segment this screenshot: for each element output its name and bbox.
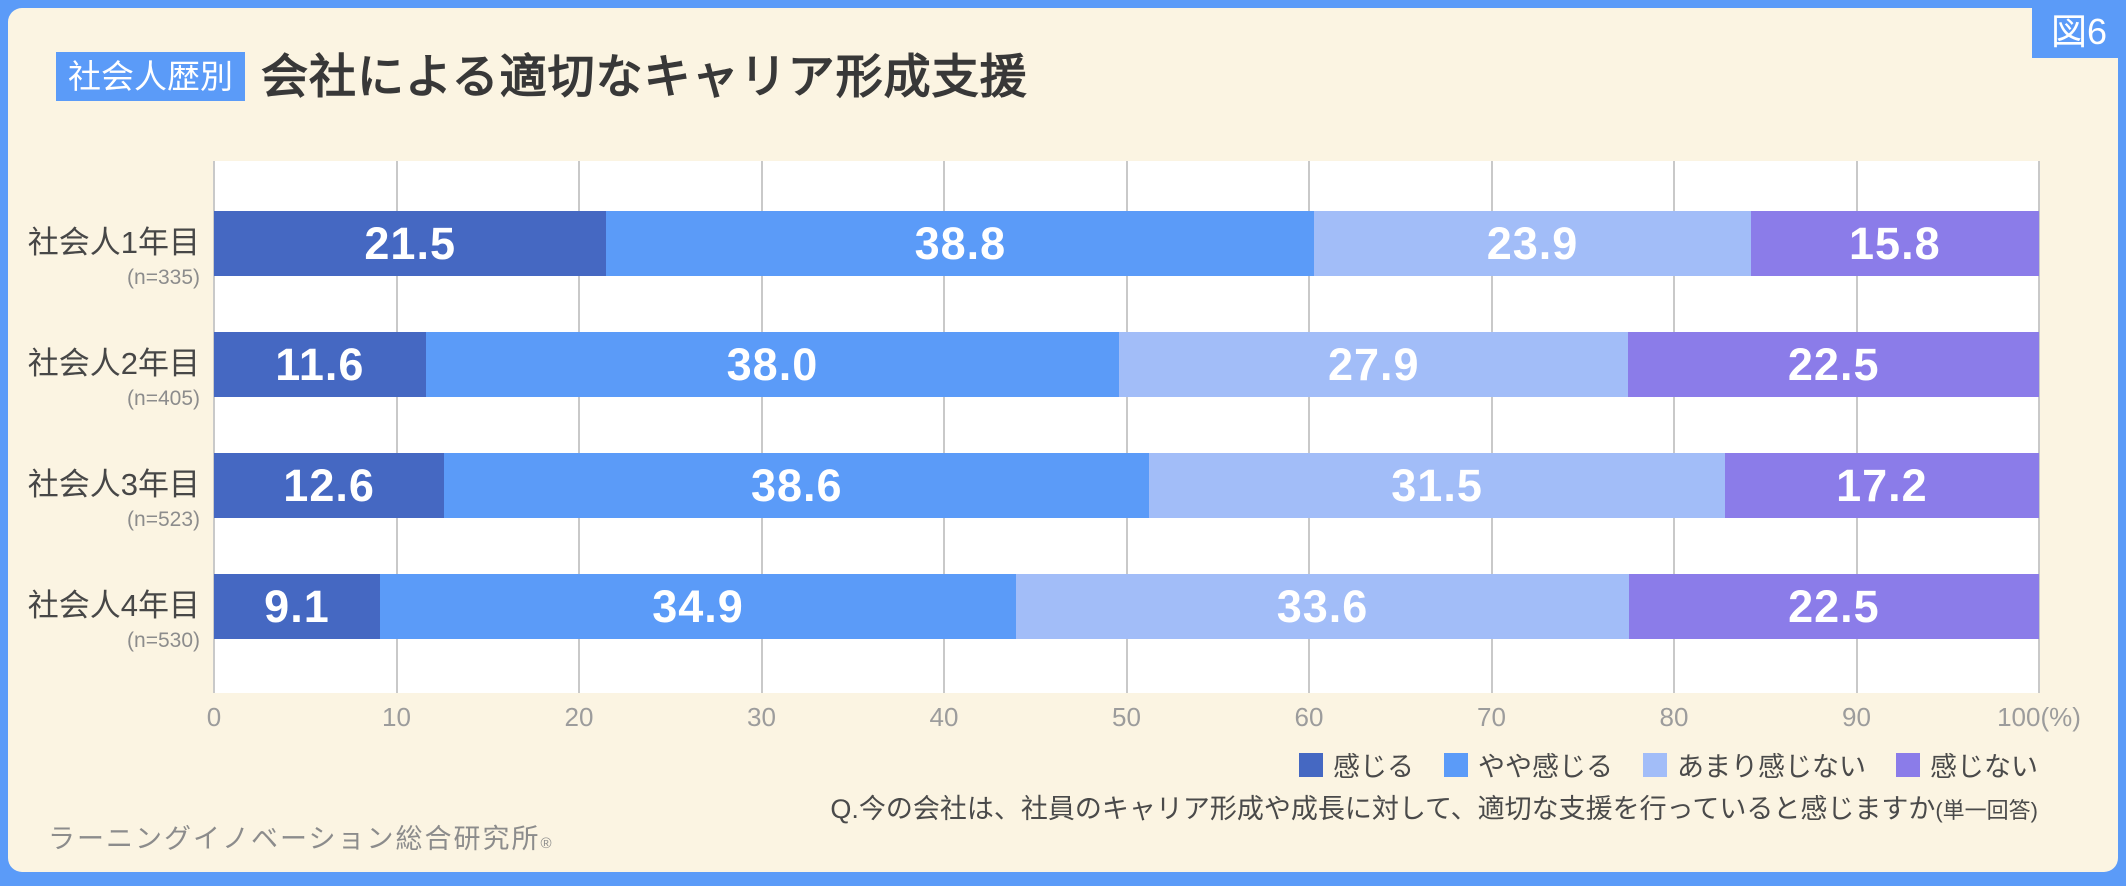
legend-item: やや感じる — [1444, 745, 1613, 784]
legend-label: 感じる — [1333, 752, 1414, 782]
chart-header: 社会人歴別 会社による適切なキャリア形成支援 — [56, 52, 1028, 101]
bar-segment: 38.8 — [606, 211, 1315, 276]
x-tick-label: 70 — [1477, 702, 1506, 732]
gridline — [1490, 161, 1493, 693]
bar-value-label: 17.2 — [1836, 459, 1928, 511]
category-label: 社会人1年目 (n=335) — [28, 222, 200, 291]
legend-swatch — [1896, 752, 1920, 777]
bar-value-label: 38.0 — [726, 338, 819, 390]
x-axis-ticks: 0 10 20 30 40 50 60 70 80 90 100(%) — [207, 702, 2081, 734]
x-tick-label: 30 — [747, 702, 776, 732]
bar-value-label: 22.5 — [1787, 338, 1880, 390]
category-labels: 社会人1年目 (n=335) 社会人2年目 (n=405) 社会人3年目 (n=523) 社… — [8, 161, 200, 693]
gridline — [760, 161, 763, 693]
bar-segment: 23.9 — [1314, 211, 1751, 276]
bar-segment: 17.2 — [1724, 453, 2040, 518]
category-label: 社会人3年目 (n=523) — [28, 464, 200, 533]
category-label: 社会人2年目 (n=405) — [28, 343, 200, 412]
survey-question-text: Q.今の会社は、社員のキャリア形成や成長に対して、適切な支援を行っていると感じま… — [830, 794, 1936, 824]
chart-plot-area: 21.5 38.8 23.9 15.8 11.6 38.0 27.9 22.5 12.6 38.6… — [213, 161, 2040, 693]
legend-item: 感じる — [1299, 745, 1414, 784]
sample-size: (n=530) — [127, 629, 200, 652]
bar-segment: 31.5 — [1149, 453, 1725, 518]
x-tick-label: 20 — [564, 702, 594, 732]
source-name: ラーニングイノベーション総合研究所 — [48, 824, 541, 854]
bar-value-label: 27.9 — [1327, 338, 1420, 390]
bar-segment: 33.6 — [1016, 574, 1629, 639]
bar-segment: 34.9 — [379, 574, 1017, 639]
gridline — [1125, 161, 1128, 693]
survey-question: Q.今の会社は、社員のキャリア形成や成長に対して、適切な支援を行っていると感じま… — [830, 787, 2038, 826]
bar-segment: 38.6 — [444, 453, 1150, 518]
category-label: 社会人4年目 (n=530) — [28, 585, 200, 654]
sample-size: (n=405) — [127, 387, 200, 410]
gridline — [395, 161, 398, 693]
bar-value-label: 34.9 — [652, 580, 744, 632]
bar-segment: 27.9 — [1119, 332, 1629, 397]
bar-row: 12.6 38.6 31.5 17.2 — [214, 453, 2040, 518]
x-tick-label: 90 — [1842, 702, 1871, 732]
x-tick-label: 10 — [382, 702, 411, 732]
source-credit: ラーニングイノベーション総合研究所® — [48, 817, 554, 856]
panel: 社会人歴別 会社による適切なキャリア形成支援 社会人1年目 (n=335) 社会人2… — [8, 8, 2118, 872]
bar-segment: 9.1 — [214, 574, 380, 639]
legend-swatch — [1444, 752, 1468, 777]
category-badge: 社会人歴別 — [56, 52, 245, 101]
legend-label: やや感じる — [1478, 752, 1613, 782]
survey-question-note: (単一回答) — [1935, 798, 2038, 823]
x-tick-label: 40 — [929, 702, 959, 732]
bar-segment: 38.0 — [425, 332, 1120, 397]
legend-swatch — [1299, 752, 1323, 777]
chart-legend: 感じる やや感じる あまり感じない 感じない — [1299, 745, 2038, 784]
sample-size: (n=335) — [127, 266, 200, 289]
registered-trademark-symbol: ® — [540, 835, 554, 852]
bar-value-label: 15.8 — [1849, 217, 1941, 269]
legend-item: あまり感じない — [1643, 745, 1866, 784]
sample-size: (n=523) — [127, 508, 200, 531]
legend-label: あまり感じない — [1677, 752, 1866, 782]
bar-segment: 11.6 — [214, 332, 426, 397]
gridline — [1855, 161, 1858, 693]
gridline — [943, 161, 945, 693]
gridline — [1673, 161, 1675, 693]
bar-value-label: 9.1 — [264, 580, 330, 632]
bar-value-label: 38.6 — [750, 459, 843, 511]
legend-item: 感じない — [1896, 745, 2038, 784]
figure-number-tag: 図6 — [2032, 0, 2126, 58]
gridline — [213, 161, 215, 693]
bar-value-label: 12.6 — [283, 459, 375, 511]
legend-swatch — [1643, 752, 1667, 777]
bar-segment: 22.5 — [1628, 332, 2039, 397]
legend-label: 感じない — [1930, 752, 2038, 782]
x-tick-label: 60 — [1294, 702, 1324, 732]
bar-value-label: 31.5 — [1391, 459, 1483, 511]
bar-segment: 21.5 — [214, 211, 607, 276]
category-name: 社会人2年目 — [27, 346, 200, 381]
bar-row: 21.5 38.8 23.9 15.8 — [214, 211, 2039, 276]
gridline — [578, 161, 580, 693]
x-tick-label: 80 — [1659, 702, 1689, 732]
x-tick-label: 50 — [1112, 702, 1141, 732]
bar-segment: 12.6 — [214, 453, 445, 518]
bar-segment: 15.8 — [1750, 211, 2039, 276]
bar-value-label: 22.5 — [1788, 580, 1880, 632]
gridline — [1308, 161, 1310, 693]
gridline — [2038, 161, 2040, 693]
bar-value-label: 11.6 — [275, 338, 365, 390]
chart-title: 会社による適切なキャリア形成支援 — [261, 50, 1028, 103]
bar-value-label: 38.8 — [914, 217, 1007, 269]
x-tick-label: 0 — [206, 702, 222, 732]
bar-row: 9.1 34.9 33.6 22.5 — [214, 574, 2039, 639]
bar-value-label: 23.9 — [1486, 217, 1579, 269]
bar-row: 11.6 38.0 27.9 22.5 — [214, 332, 2039, 397]
bar-segment: 22.5 — [1628, 574, 2039, 639]
x-tick-label: 100(%) — [1997, 702, 2081, 732]
category-name: 社会人4年目 — [27, 588, 200, 623]
bar-value-label: 33.6 — [1276, 580, 1369, 632]
category-name: 社会人3年目 — [27, 467, 200, 502]
category-name: 社会人1年目 — [27, 225, 200, 260]
bar-value-label: 21.5 — [364, 217, 456, 269]
